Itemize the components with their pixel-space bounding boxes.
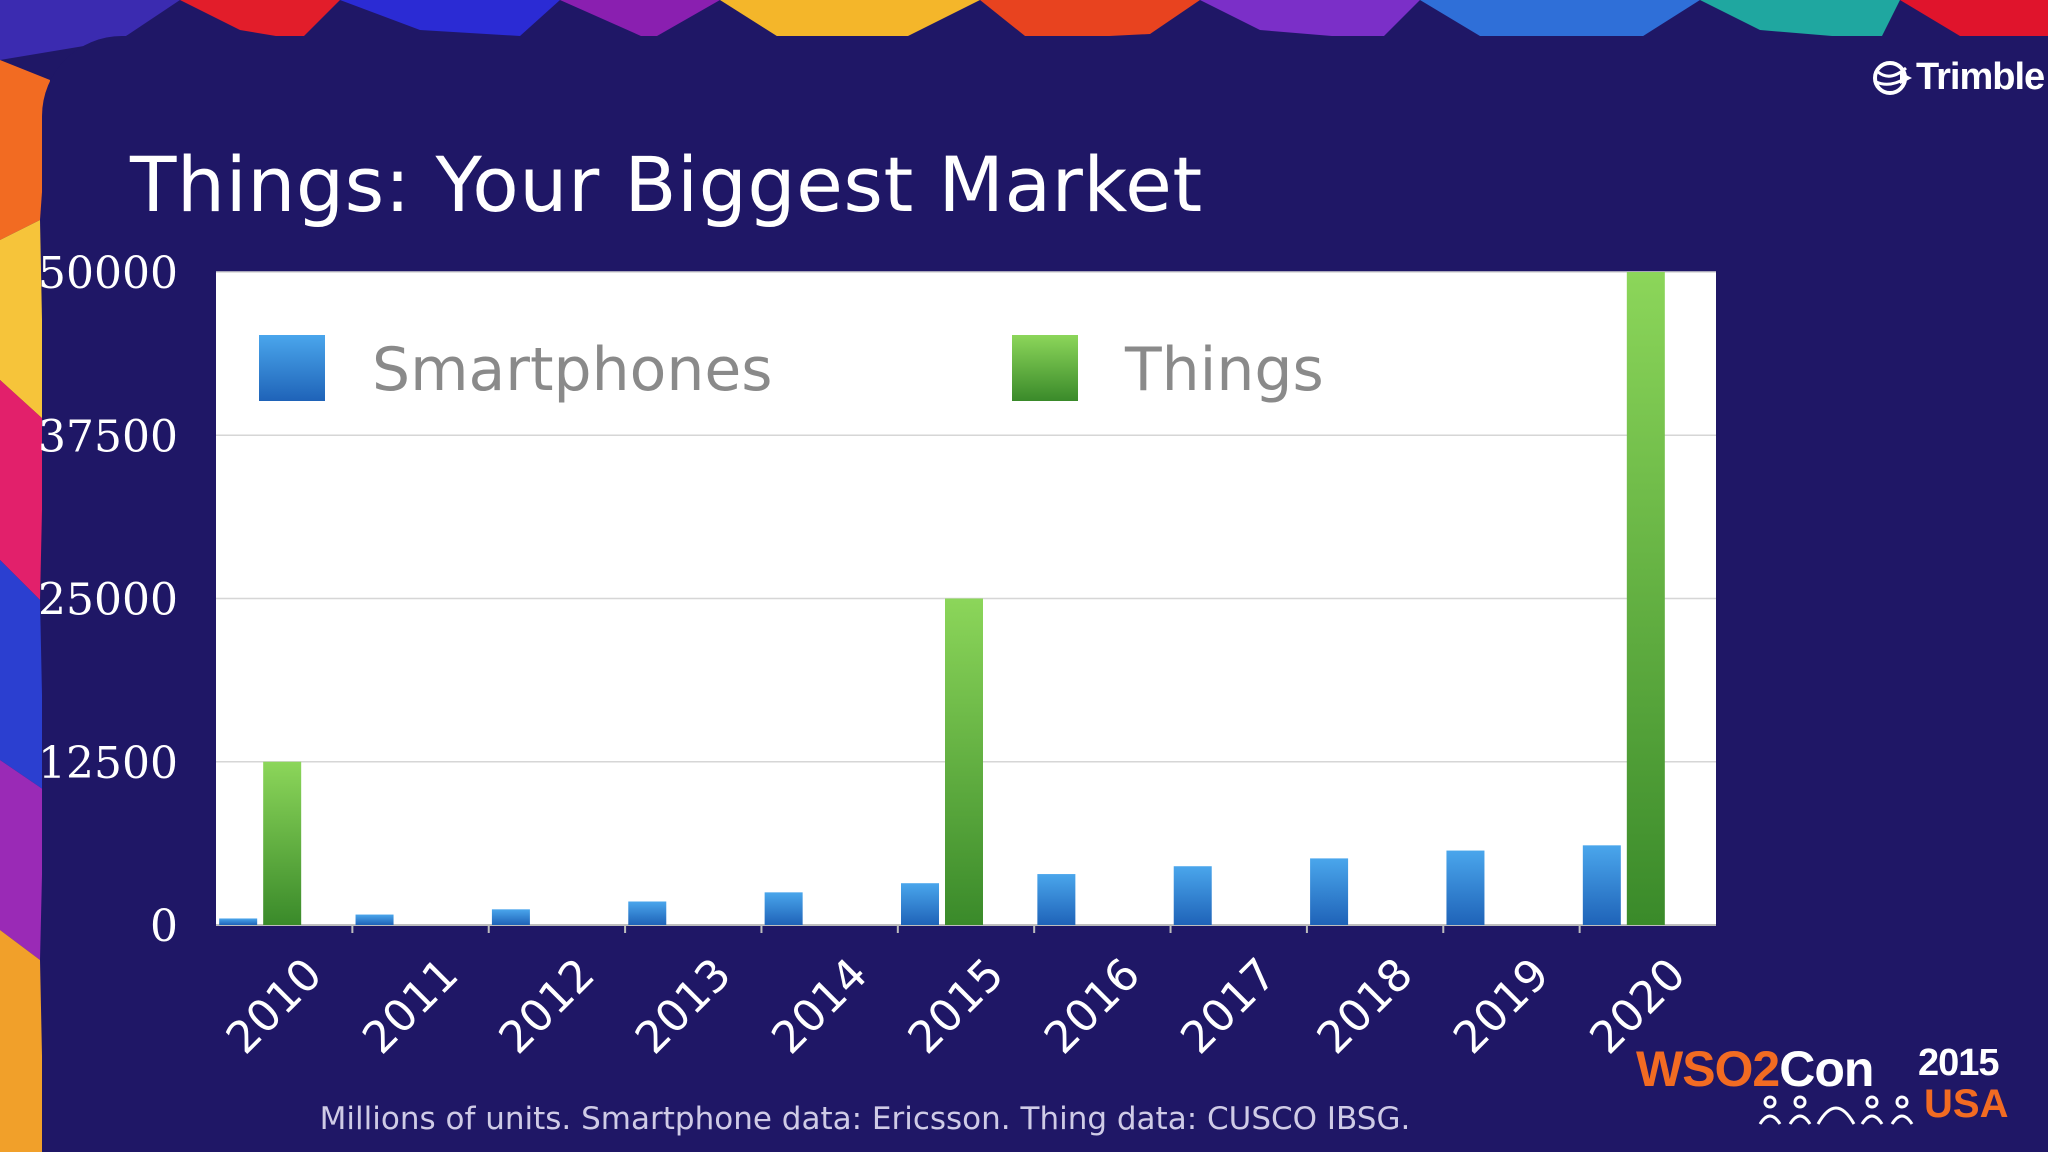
y-tick-label: 12500 <box>38 738 178 789</box>
y-tick-label: 25000 <box>38 575 178 626</box>
slide-title: Things: Your Biggest Market <box>130 140 1203 229</box>
x-tick-label: 2013 <box>626 949 741 1064</box>
bar-smartphones-2016 <box>1037 874 1076 925</box>
x-tick-label: 2017 <box>1171 949 1286 1064</box>
bar-smartphones-2019 <box>1446 850 1485 925</box>
event-name-orange: WSO2 <box>1636 1041 1780 1097</box>
bar-things-2010 <box>263 761 302 925</box>
event-year: 2015 <box>1918 1042 2000 1084</box>
y-tick-label: 0 <box>150 901 178 952</box>
bar-smartphones-2014 <box>764 892 803 925</box>
bar-smartphones-2011 <box>355 914 394 925</box>
source-footnote: Millions of units. Smartphone data: Eric… <box>319 1101 1411 1137</box>
x-tick-label: 2011 <box>353 949 468 1064</box>
bar-smartphones-2018 <box>1310 858 1349 925</box>
trimble-logo: Trimble <box>1872 56 2045 99</box>
bar-smartphones-2020 <box>1582 845 1621 925</box>
people-icon <box>1758 1095 1914 1125</box>
bar-smartphones-2010 <box>219 918 258 925</box>
event-location: USA <box>1924 1082 2009 1126</box>
event-name-white: Con <box>1779 1041 1874 1097</box>
bar-smartphones-2015 <box>901 883 939 925</box>
logo-text: Trimble <box>1916 56 2045 98</box>
x-tick-label: 2015 <box>899 949 1014 1064</box>
x-tick-label: 2010 <box>217 949 332 1064</box>
bar-things-2015 <box>945 598 983 925</box>
x-tick-label: 2016 <box>1035 949 1150 1064</box>
trimble-globe-icon <box>1873 60 1912 95</box>
bar-smartphones-2013 <box>628 901 667 925</box>
bar-smartphones-2017 <box>1173 866 1212 925</box>
x-tick-label: 2014 <box>762 949 877 1064</box>
legend-swatch-smartphones <box>259 335 325 401</box>
legend-label-smartphones: Smartphones <box>372 335 773 405</box>
bar-things-2020 <box>1626 272 1665 925</box>
wso2con-event-logo: WSO2Con 2015 USA <box>1636 1036 2016 1136</box>
y-tick-label: 37500 <box>38 411 178 462</box>
legend-swatch-things <box>1012 335 1078 401</box>
x-tick-label: 2018 <box>1308 949 1423 1064</box>
x-tick-label: 2019 <box>1444 949 1559 1064</box>
bar-smartphones-2012 <box>491 909 530 925</box>
event-name: WSO2Con <box>1636 1040 1874 1098</box>
y-tick-label: 50000 <box>38 248 178 299</box>
legend-label-things: Things <box>1124 335 1324 405</box>
x-tick-label: 2012 <box>489 949 604 1064</box>
